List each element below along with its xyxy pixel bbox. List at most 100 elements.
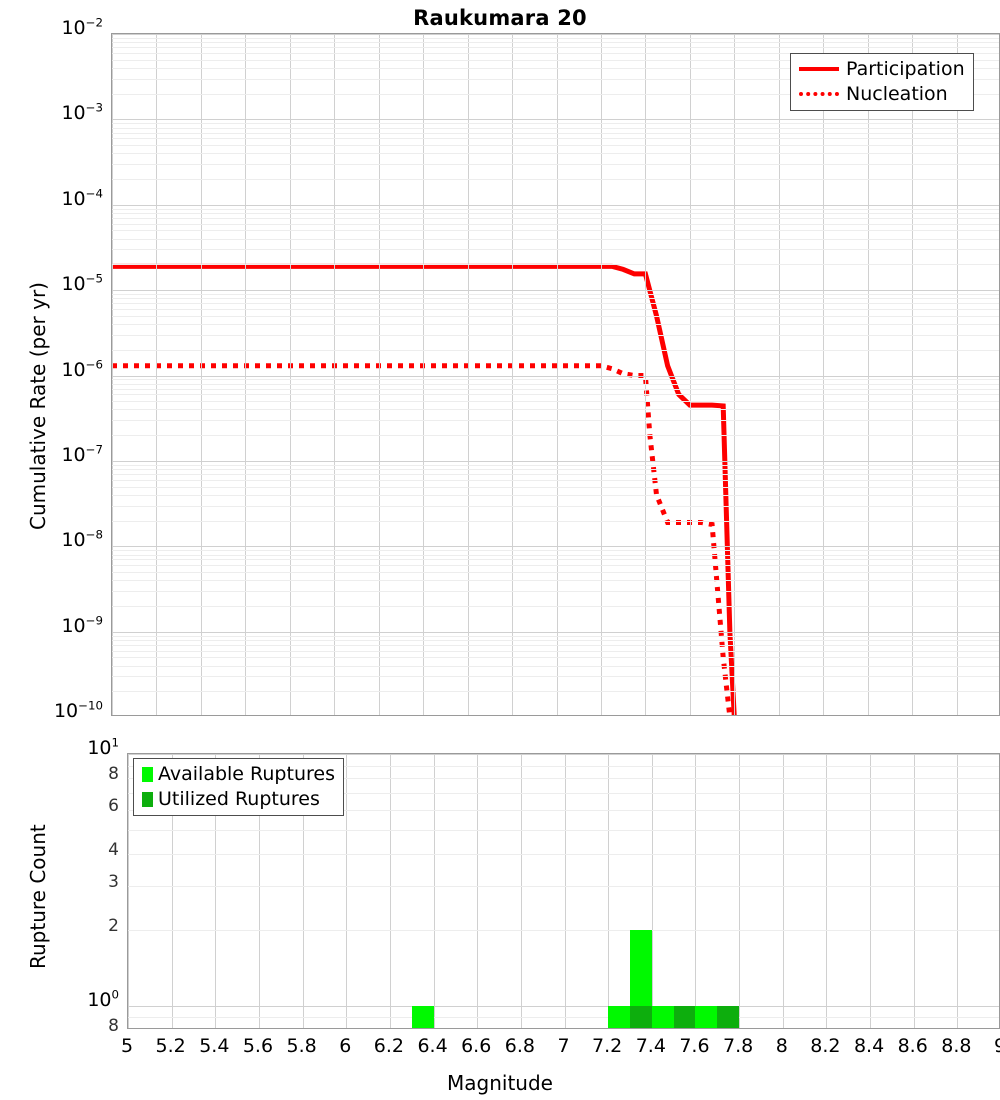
bottom-y-tick-label: 8: [108, 1016, 119, 1036]
gridline-horizontal-minor: [112, 315, 999, 317]
gridline-vertical: [600, 34, 602, 715]
gridline-horizontal: [128, 829, 999, 831]
gridline-vertical: [200, 34, 202, 715]
gridline-vertical: [957, 754, 959, 1028]
gridline-horizontal-major: [112, 460, 999, 462]
legend-item-available: Available Ruptures: [142, 764, 335, 784]
y-tick-label: 10−2: [61, 15, 103, 39]
x-tick-label: 6.6: [461, 1035, 492, 1057]
gridline-horizontal-minor: [112, 554, 999, 556]
gridline-horizontal-major: [112, 375, 999, 377]
gridline-horizontal-minor: [112, 238, 999, 240]
gridline-horizontal-minor: [112, 298, 999, 300]
bottom-legend: Available Ruptures Utilized Ruptures: [133, 758, 344, 816]
gridline-horizontal-major: [112, 631, 999, 633]
gridline-vertical: [870, 754, 872, 1028]
gridline-horizontal-minor: [112, 565, 999, 567]
dark-green-square-icon: [142, 791, 153, 807]
gridline-horizontal-minor: [112, 223, 999, 225]
gridline-vertical: [651, 754, 653, 1028]
gridline-vertical: [302, 754, 304, 1028]
gridline-vertical: [645, 34, 647, 715]
x-tick-label: 8.4: [853, 1035, 885, 1057]
x-tick-label: 9: [960, 1035, 1000, 1057]
gridline-horizontal-minor: [112, 309, 999, 311]
gridline-vertical: [608, 754, 610, 1028]
cumulative-rate-plot: [111, 33, 1000, 716]
x-tick-label: 5.8: [286, 1035, 317, 1057]
x-tick-label: 8: [775, 1035, 788, 1057]
bottom-y-tick-label: 4: [108, 840, 119, 861]
gridline-horizontal-minor: [112, 52, 999, 54]
gridline-horizontal-minor: [112, 179, 999, 181]
gridline-vertical: [734, 34, 736, 715]
y-tick-label: 10−3: [61, 101, 103, 125]
gridline-horizontal-minor: [112, 605, 999, 607]
gridline-horizontal-minor: [112, 349, 999, 351]
gridline-horizontal-major: [112, 34, 999, 35]
gridline-horizontal-minor: [112, 665, 999, 667]
gridline-horizontal: [128, 792, 999, 794]
gridline-horizontal-minor: [112, 153, 999, 155]
gridline-vertical: [564, 754, 566, 1028]
gridline-horizontal-minor: [112, 379, 999, 381]
gridline-horizontal-minor: [112, 138, 999, 140]
top-legend: Participation Nucleation: [790, 53, 974, 111]
x-tick-label: 7.8: [722, 1035, 754, 1057]
gridline-horizontal: [128, 754, 999, 755]
x-tick-label: 6: [339, 1035, 352, 1057]
gridline-horizontal-minor: [112, 657, 999, 659]
gridline-horizontal-minor: [112, 249, 999, 251]
rupture-bars: [128, 754, 999, 1028]
gridline-horizontal-major: [112, 546, 999, 548]
x-tick-label: 5.4: [199, 1035, 230, 1057]
gridline-horizontal-minor: [112, 520, 999, 522]
gridline-vertical: [520, 754, 522, 1028]
x-tick-label: 7.4: [635, 1035, 666, 1057]
gridline-vertical: [334, 34, 336, 715]
gridline-vertical: [171, 754, 173, 1028]
bar-utilized-m7.75: [717, 1005, 740, 1028]
bar-utilized-m7.35: [629, 1005, 652, 1028]
x-tick-label: 7: [557, 1035, 570, 1057]
gridline-vertical: [912, 34, 914, 715]
gridline-horizontal-minor: [112, 435, 999, 437]
gridline-horizontal-minor: [112, 409, 999, 411]
gridline-vertical: [556, 34, 558, 715]
gridline-horizontal: [128, 1017, 999, 1019]
legend-item-utilized: Utilized Ruptures: [142, 789, 335, 809]
gridline-vertical: [695, 754, 697, 1028]
gridline-horizontal-minor: [112, 123, 999, 125]
gridline-horizontal-minor: [112, 691, 999, 693]
legend-label: Participation: [846, 58, 965, 80]
x-tick-label: 5: [120, 1035, 134, 1057]
gridline-vertical: [245, 34, 247, 715]
gridline-vertical: [867, 34, 869, 715]
gridline-horizontal-minor: [112, 676, 999, 678]
gridline-horizontal-minor: [112, 639, 999, 641]
page-title: Raukumara 20: [413, 6, 587, 30]
gridline-horizontal: [128, 809, 999, 811]
gridline-horizontal-minor: [112, 230, 999, 232]
gridline-vertical: [289, 34, 291, 715]
gridline-horizontal-minor: [112, 294, 999, 296]
gridline-horizontal-minor: [112, 383, 999, 385]
gridline-horizontal-minor: [112, 208, 999, 210]
x-tick-label: 8.6: [897, 1035, 928, 1057]
x-tick-label: 7.2: [592, 1035, 623, 1057]
gridline-horizontal-minor: [112, 213, 999, 215]
gridline-vertical: [215, 754, 217, 1028]
gridline-vertical: [782, 754, 784, 1028]
gridline-horizontal: [128, 765, 999, 767]
gridline-horizontal-minor: [112, 264, 999, 266]
green-square-icon: [142, 766, 153, 782]
gridline-vertical: [467, 34, 469, 715]
y-tick-label: 10−5: [61, 271, 103, 296]
legend-item-nucleation: Nucleation: [799, 84, 965, 104]
x-tick-label: 8.8: [941, 1035, 972, 1057]
gridline-vertical: [156, 34, 158, 715]
gridline-horizontal-minor: [112, 37, 999, 39]
bottom-y-tick-label: 8: [108, 764, 119, 785]
gridline-horizontal: [128, 929, 999, 931]
